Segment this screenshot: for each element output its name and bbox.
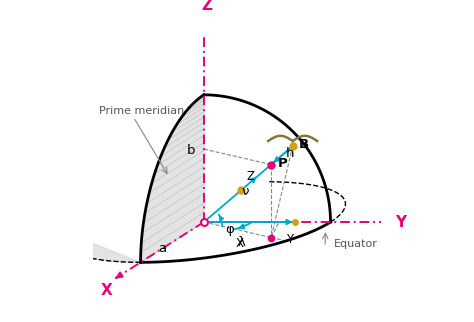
Text: ν: ν (242, 185, 249, 198)
Text: a: a (158, 242, 166, 255)
Text: B: B (299, 138, 309, 151)
Text: P: P (277, 156, 287, 170)
Polygon shape (63, 95, 204, 262)
Text: Y: Y (286, 233, 293, 246)
Text: Z: Z (247, 170, 255, 183)
Text: Equator: Equator (334, 239, 378, 249)
Text: X: X (235, 237, 243, 250)
Text: Z: Z (201, 0, 212, 13)
Text: h: h (286, 147, 295, 160)
Text: λ: λ (238, 236, 246, 249)
Text: Prime meridian: Prime meridian (99, 106, 184, 116)
Text: φ: φ (226, 223, 234, 236)
Text: Y: Y (395, 214, 406, 230)
Text: b: b (187, 144, 195, 156)
Text: X: X (100, 283, 112, 298)
